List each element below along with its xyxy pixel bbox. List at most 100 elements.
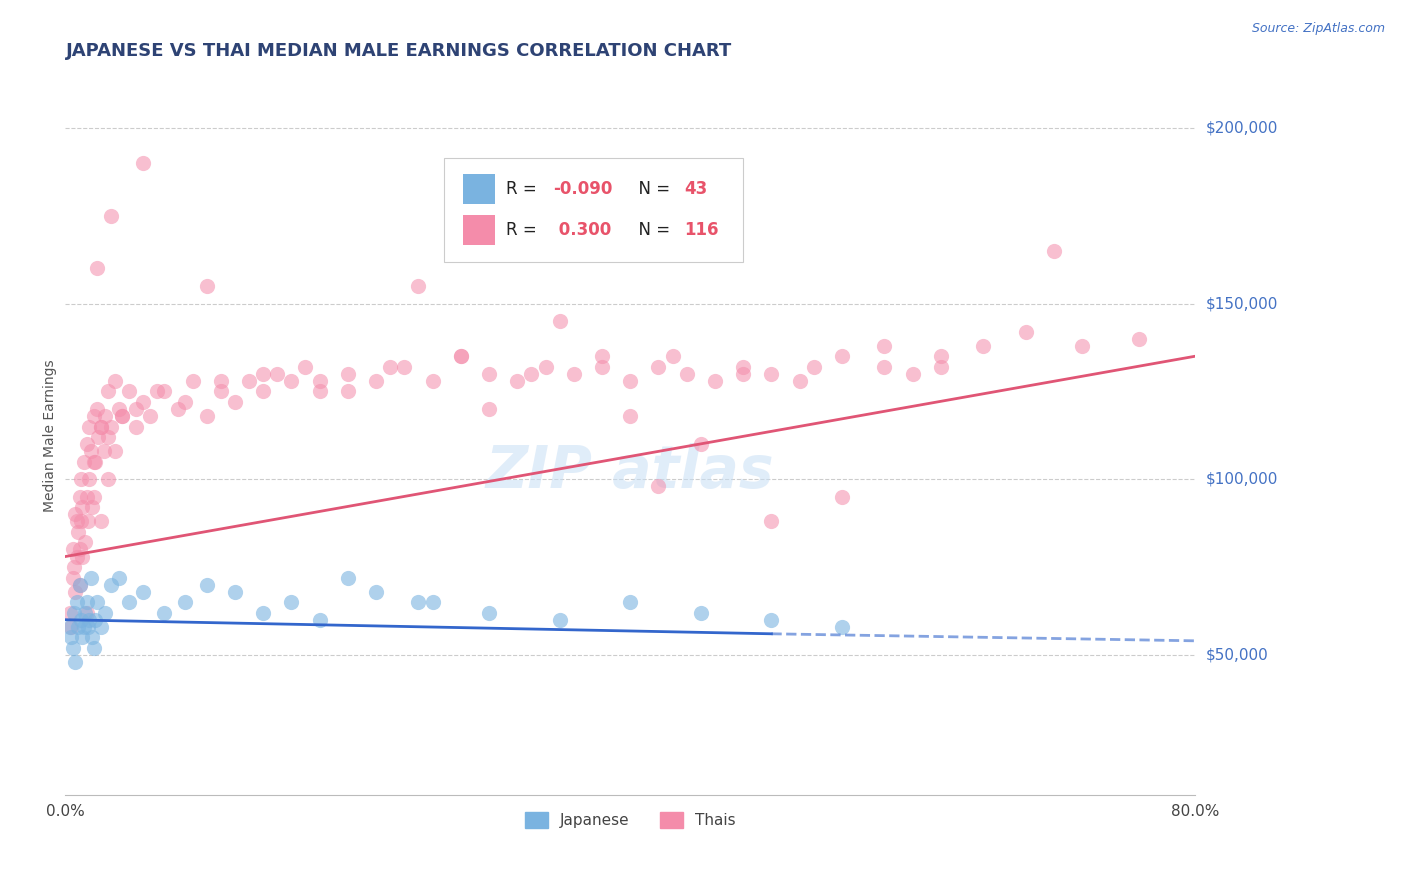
Point [94, 606, 117, 620]
Point [90, 419, 112, 434]
Point [733, 359, 755, 374]
Point [80, 571, 103, 585]
Point [63, 606, 86, 620]
Point [90, 419, 112, 434]
Point [86, 595, 108, 609]
Point [62, 640, 84, 655]
Point [90, 514, 112, 528]
Point [478, 401, 501, 416]
Point [63, 560, 86, 574]
Point [65, 655, 87, 669]
Point [562, 367, 585, 381]
Point [94, 409, 117, 423]
Point [111, 409, 134, 423]
Point [195, 409, 218, 423]
Point [83, 640, 105, 655]
Point [62, 571, 84, 585]
Point [73, 620, 96, 634]
Text: -0.090: -0.090 [554, 180, 613, 198]
Point [69, 577, 91, 591]
Point [831, 490, 853, 504]
Point [93, 444, 115, 458]
Point [66, 549, 89, 564]
Point [661, 349, 683, 363]
Point [308, 374, 330, 388]
Point [153, 606, 176, 620]
Text: N =: N = [628, 180, 675, 198]
Point [174, 595, 197, 609]
Bar [463, 215, 495, 245]
Point [336, 571, 359, 585]
Point [831, 620, 853, 634]
Point [104, 444, 127, 458]
Point [70, 472, 93, 486]
Point [280, 595, 302, 609]
Bar [463, 174, 495, 204]
Text: R =: R = [506, 180, 541, 198]
Text: $200,000: $200,000 [1206, 120, 1278, 136]
Point [450, 349, 472, 363]
Point [82, 500, 104, 515]
Point [534, 359, 557, 374]
Point [364, 374, 387, 388]
Point [308, 613, 330, 627]
Point [450, 349, 472, 363]
Point [97, 430, 120, 444]
Point [689, 437, 711, 451]
Point [70, 613, 93, 627]
Text: 0.300: 0.300 [554, 221, 612, 239]
Point [84, 455, 107, 469]
Point [252, 384, 274, 399]
Point [108, 401, 131, 416]
Point [76, 437, 98, 451]
Point [132, 156, 155, 170]
Point [67, 524, 90, 539]
Point [789, 374, 811, 388]
Point [294, 359, 316, 374]
Point [619, 374, 641, 388]
Point [87, 430, 110, 444]
Point [478, 367, 501, 381]
Point [132, 395, 155, 409]
Point [60, 620, 83, 634]
Point [195, 577, 218, 591]
Point [77, 620, 100, 634]
Point [60, 630, 83, 644]
Point [761, 514, 783, 528]
Point [79, 472, 101, 486]
Point [72, 630, 94, 644]
Point [733, 367, 755, 381]
Point [69, 577, 91, 591]
Point [72, 549, 94, 564]
Point [79, 419, 101, 434]
Point [408, 595, 430, 609]
Point [62, 542, 84, 557]
Point [929, 349, 952, 363]
Text: N =: N = [628, 221, 675, 239]
Point [647, 479, 669, 493]
Text: $50,000: $50,000 [1206, 648, 1268, 663]
Point [111, 409, 134, 423]
Point [132, 584, 155, 599]
Point [252, 367, 274, 381]
Point [1071, 339, 1094, 353]
Point [77, 514, 100, 528]
Text: JAPANESE VS THAI MEDIAN MALE EARNINGS CORRELATION CHART: JAPANESE VS THAI MEDIAN MALE EARNINGS CO… [66, 42, 731, 60]
Point [422, 595, 444, 609]
Point [252, 606, 274, 620]
Point [224, 584, 246, 599]
Point [80, 444, 103, 458]
Point [520, 367, 543, 381]
Point [224, 395, 246, 409]
Point [139, 409, 162, 423]
Point [69, 542, 91, 557]
Point [336, 384, 359, 399]
Text: $150,000: $150,000 [1206, 296, 1278, 311]
Point [873, 339, 896, 353]
Point [209, 374, 232, 388]
Point [1128, 332, 1150, 346]
Point [704, 374, 727, 388]
Point [506, 374, 529, 388]
Point [238, 374, 260, 388]
Point [548, 314, 571, 328]
